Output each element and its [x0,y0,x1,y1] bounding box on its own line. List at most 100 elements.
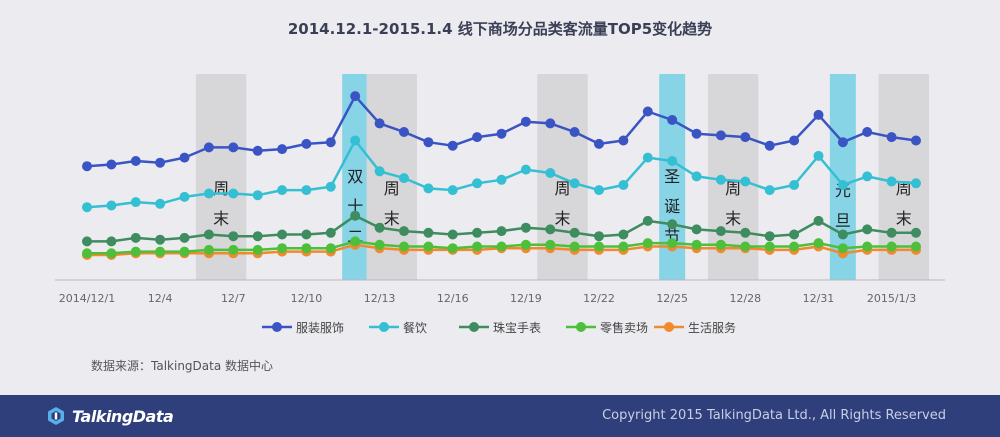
data-point [203,188,214,199]
data-point [423,241,434,252]
highlight-band-0 [195,74,247,280]
x-tick-label: 2014/12/1 [59,292,115,305]
series-服装服饰 [82,91,921,172]
highlight-label: 周 [213,179,229,198]
data-point [203,229,214,240]
data-point [155,198,166,209]
legend-label: 服装服饰 [296,320,345,335]
data-point [252,145,263,156]
data-point [789,229,800,240]
data-point [789,135,800,146]
data-point [472,132,483,143]
data-point [374,222,385,233]
data-point [252,231,263,242]
data-point [301,185,312,196]
highlight-label: 末 [213,209,229,228]
data-point [520,239,531,250]
data-point [618,229,629,240]
data-point [423,227,434,238]
highlight-label: 周 [554,179,570,198]
data-point [642,238,653,249]
data-point [82,248,92,259]
highlight-label: 诞 [664,197,680,216]
data-point [203,142,214,153]
data-point [813,215,824,226]
data-point [764,231,775,242]
data-point [618,135,629,146]
data-point [228,142,239,153]
data-point [82,202,92,213]
data-point [447,229,458,240]
data-source: 数据来源：TalkingData 数据中心 [91,359,274,373]
legend-label: 珠宝手表 [493,320,542,335]
data-point [155,246,166,257]
data-point [520,116,531,127]
data-point [472,241,483,252]
data-point [545,118,556,129]
data-point [228,244,239,255]
copyright-text: Copyright 2015 TalkingData Ltd., All Rig… [602,408,946,423]
highlight-label: 末 [725,209,741,228]
highlight-label: 周 [384,179,400,198]
legend-swatch [459,322,489,332]
data-point [789,180,800,190]
data-point [594,241,604,252]
data-point [252,244,263,255]
data-point [277,144,288,155]
x-axis: 2014/12/1 12/4 12/7 12/10 12/13 12/16 12/19 12/… [55,279,945,305]
data-point [886,132,897,143]
data-point [740,132,751,143]
data-point [545,239,556,250]
data-point [667,156,678,166]
data-point [911,135,921,146]
data-point [130,246,141,257]
line-chart: 周末双十二周末周末圣诞节周末元旦周末 2014/12/112/412/712/1… [55,74,945,305]
talkingdata-logo-icon [48,407,64,425]
data-point [545,224,556,235]
data-point [911,227,921,238]
data-point [569,178,580,189]
data-point [374,239,385,250]
data-point [472,227,483,238]
legend-label: 零售卖场 [600,320,649,335]
data-point [715,174,726,185]
data-point [82,161,92,172]
data-point [667,219,678,230]
data-point [350,135,361,146]
data-point [179,152,190,163]
data-point [764,140,775,151]
logo: TalkingData [46,404,174,428]
data-point [813,238,824,249]
data-point [106,248,117,259]
data-point [667,238,678,249]
data-point [618,241,629,252]
data-point [862,241,873,252]
data-point [837,229,848,240]
data-point [520,164,531,175]
data-point [837,243,848,254]
data-point [228,231,239,242]
data-point [496,174,507,185]
legend-swatch [369,322,399,332]
data-point [545,168,556,178]
data-point [228,188,239,199]
data-point [203,244,214,255]
data-point [252,190,263,201]
data-point [350,210,361,221]
data-point [594,138,604,149]
data-point [447,185,458,196]
data-point [399,226,409,237]
data-point [325,137,336,148]
data-point [520,222,531,233]
series-零售卖场 [82,236,921,259]
x-tick-label: 12/28 [729,292,761,305]
data-point [106,236,117,247]
highlight-label: 圣 [664,167,680,186]
highlight-label: 末 [554,209,570,228]
data-point [399,173,409,184]
x-tick-label: 12/25 [656,292,688,305]
highlight-label: 旦 [835,211,851,230]
data-point [325,181,336,192]
data-point [496,128,507,139]
data-point [82,236,92,247]
